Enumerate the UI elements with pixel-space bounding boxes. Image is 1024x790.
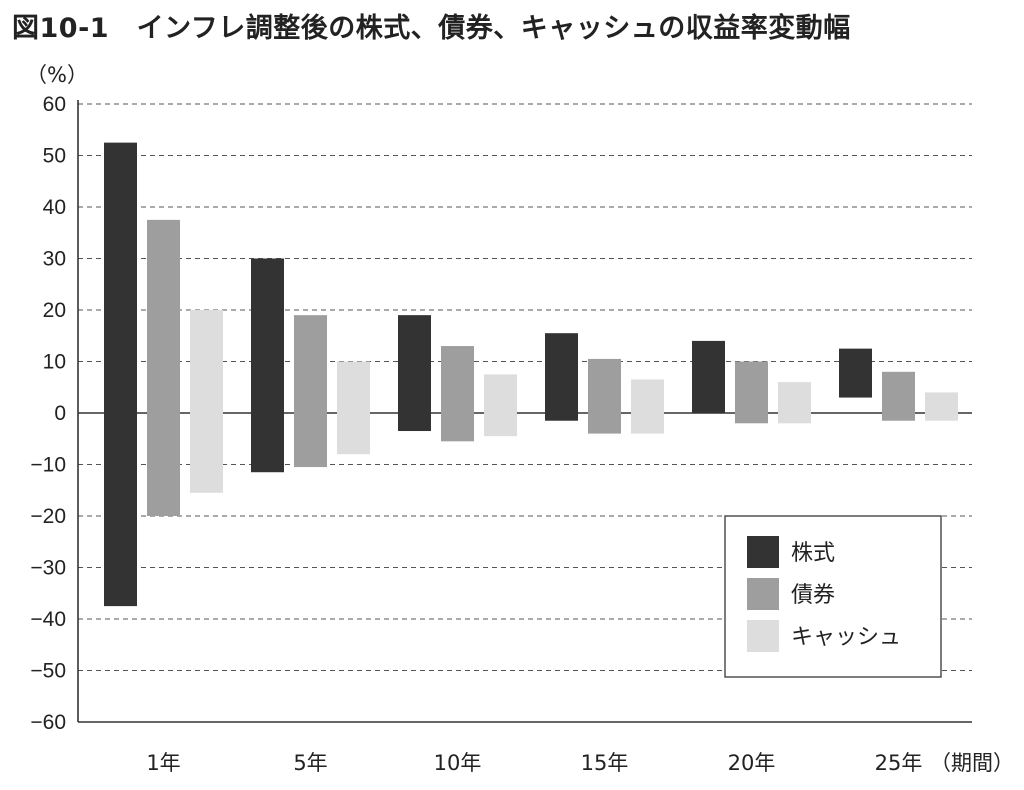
legend-swatch bbox=[747, 620, 779, 652]
bar-cash bbox=[925, 392, 958, 421]
y-tick-label: 50 bbox=[43, 145, 66, 168]
y-tick-label: 60 bbox=[43, 93, 66, 116]
bar-bonds bbox=[588, 358, 621, 434]
legend-swatch bbox=[747, 578, 779, 610]
legend-swatch bbox=[747, 536, 779, 568]
y-tick-label: 40 bbox=[43, 196, 66, 219]
bar-stocks bbox=[104, 142, 137, 607]
y-tick-label: 30 bbox=[43, 248, 66, 271]
bar-cash bbox=[631, 379, 664, 434]
x-category-label: 1年 bbox=[146, 751, 180, 775]
bar-stocks bbox=[839, 348, 872, 398]
y-tick-label: −50 bbox=[30, 660, 66, 683]
legend-label: キャッシュ bbox=[791, 625, 901, 650]
legend-label: 株式 bbox=[791, 541, 835, 566]
x-category-label: 10年 bbox=[434, 751, 482, 775]
y-tick-label: −60 bbox=[30, 711, 66, 734]
y-tick-label: 0 bbox=[54, 402, 66, 425]
bar-stocks bbox=[545, 333, 578, 421]
x-category-label: 25年 bbox=[875, 751, 923, 775]
y-tick-label: −40 bbox=[30, 608, 66, 631]
y-tick-label: 20 bbox=[43, 299, 66, 322]
bar-bonds bbox=[441, 346, 474, 442]
y-tick-label: 10 bbox=[43, 351, 66, 374]
bar-bonds bbox=[294, 315, 327, 468]
y-axis-unit: （%） bbox=[26, 63, 88, 87]
bar-cash bbox=[190, 310, 223, 493]
bar-bonds bbox=[147, 219, 180, 516]
bar-stocks bbox=[251, 258, 284, 473]
bar-bonds bbox=[735, 361, 768, 424]
bar-stocks bbox=[692, 340, 725, 413]
chart-title: 図10-1 インフレ調整後の株式、債券、キャッシュの収益率変動幅 bbox=[12, 13, 851, 44]
x-category-label: 20年 bbox=[728, 751, 776, 775]
bar-bonds bbox=[882, 371, 915, 421]
y-tick-label: −30 bbox=[30, 557, 66, 580]
x-category-label: 5年 bbox=[293, 751, 327, 775]
x-axis-unit: （期間） bbox=[930, 751, 1014, 775]
bar-stocks bbox=[398, 315, 431, 432]
bar-cash bbox=[337, 361, 370, 455]
x-category-label: 15年 bbox=[581, 751, 629, 775]
y-tick-label: −10 bbox=[30, 454, 66, 477]
bar-cash bbox=[484, 374, 517, 437]
y-tick-label: −20 bbox=[30, 505, 66, 528]
legend-label: 債券 bbox=[791, 583, 835, 608]
bar-cash bbox=[778, 382, 811, 424]
